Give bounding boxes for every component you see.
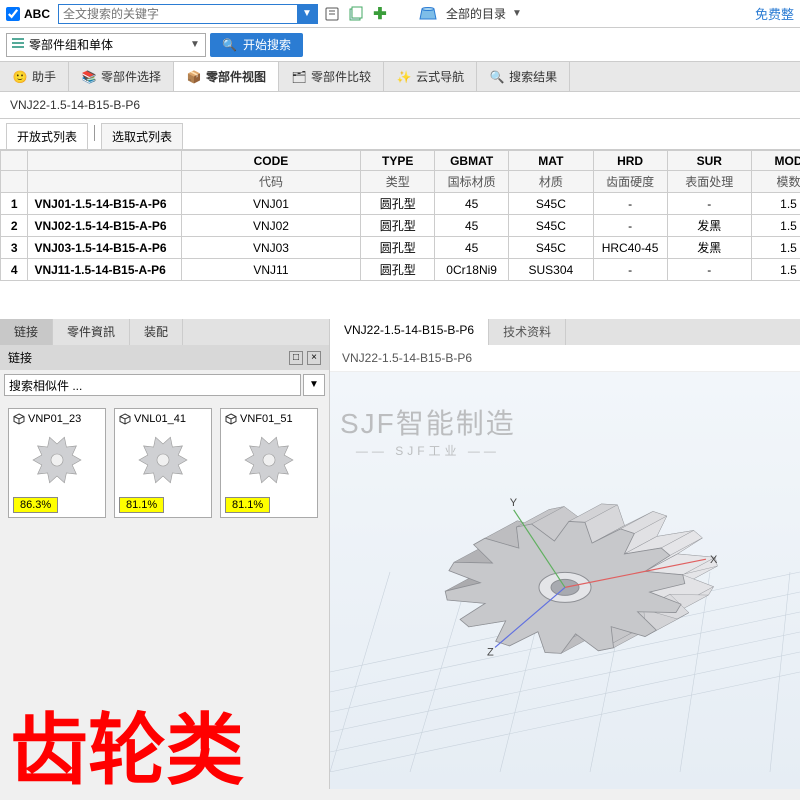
thumb-card[interactable]: VNL01_4181.1% <box>114 408 212 518</box>
start-search-label: 开始搜索 <box>243 36 291 53</box>
search-dropdown-icon[interactable]: ▼ <box>297 5 317 23</box>
table-row[interactable]: 4VNJ11-1.5-14-B15-A-P6VNJ11圆孔型0Cr18Ni9SU… <box>1 259 800 281</box>
match-pct: 81.1% <box>225 497 270 513</box>
tab-separator <box>94 125 95 141</box>
tab-techdata[interactable]: 技术资料 <box>489 319 566 345</box>
parts-grid: CODETYPEGBMATMATHRDSURMOD* NU 代码类型国标材质材质… <box>0 150 800 281</box>
tab-open-list[interactable]: 开放式列表 <box>6 123 88 149</box>
book-icon[interactable] <box>322 4 342 24</box>
scope-dropdown-icon[interactable]: ▼ <box>187 39 203 50</box>
cube-icon <box>119 413 131 425</box>
viewport-3d[interactable]: SJF智能制造 —— SJF工业 —— XYZ <box>330 372 800 789</box>
gear-3d: X Y Z <box>405 427 725 747</box>
cube-icon <box>225 413 237 425</box>
main-tab-2[interactable]: 📦零部件视图 <box>174 62 279 91</box>
tab-icon: 📦 <box>186 69 202 85</box>
catalog-dropdown-icon[interactable]: ▼ <box>512 8 522 19</box>
right-tabstrip: VNJ22-1.5-14-B15-B-P6 技术资料 <box>330 319 800 345</box>
panel-min-icon[interactable]: □ <box>289 351 303 365</box>
match-pct: 81.1% <box>119 497 164 513</box>
scope-icon <box>9 36 27 53</box>
tab-3dview[interactable]: VNJ22-1.5-14-B15-B-P6 <box>330 319 489 345</box>
table-row[interactable]: 2VNJ02-1.5-14-B15-A-P6VNJ02圆孔型45S45C-发黑1… <box>1 215 800 237</box>
catalog-icon[interactable] <box>418 4 438 24</box>
tab-link[interactable]: 链接 <box>0 319 53 345</box>
match-pct: 86.3% <box>13 497 58 513</box>
start-search-button[interactable]: 🔍 开始搜索 <box>210 33 303 57</box>
similar-dropdown-icon[interactable]: ▼ <box>303 374 325 396</box>
scope-combo[interactable]: ▼ <box>6 33 206 57</box>
link-panel-title: 链接 <box>8 349 32 366</box>
free-link[interactable]: 免费整 <box>755 4 794 23</box>
main-tab-0[interactable]: 🙂助手 <box>0 62 69 91</box>
grid-header-row2: 代码类型国标材质材质齿面硬度表面处理模数齿数 <box>1 171 800 193</box>
table-row[interactable]: 3VNJ03-1.5-14-B15-A-P6VNJ03圆孔型45S45CHRC4… <box>1 237 800 259</box>
tab-select-list[interactable]: 选取式列表 <box>101 123 183 149</box>
tab-icon: 🙂 <box>12 69 28 85</box>
tab-icon: 🔍 <box>489 69 505 85</box>
fulltext-search-input[interactable] <box>59 5 297 23</box>
right-crumb: VNJ22-1.5-14-B15-B-P6 <box>330 345 800 372</box>
toolbar-top: ABC ▼ ✚ 全部的目录 ▼ 免费整 <box>0 0 800 28</box>
breadcrumb: VNJ22-1.5-14-B15-B-P6 <box>0 92 800 119</box>
category-overlay: 齿轮类 <box>10 712 244 790</box>
parts-grid-wrap: CODETYPEGBMATMATHRDSURMOD* NU 代码类型国标材质材质… <box>0 149 800 319</box>
svg-text:Z: Z <box>487 646 494 658</box>
cube-icon <box>13 413 25 425</box>
table-row[interactable]: 1VNJ01-1.5-14-B15-A-P6VNJ01圆孔型45S45C--1.… <box>1 193 800 215</box>
fulltext-search[interactable]: ▼ <box>58 4 318 24</box>
tab-assembly[interactable]: 装配 <box>130 319 183 345</box>
tab-partinfo[interactable]: 零件資訊 <box>53 319 130 345</box>
main-tab-5[interactable]: 🔍搜索结果 <box>477 62 570 91</box>
abc-checkbox[interactable] <box>6 7 20 21</box>
svg-text:Y: Y <box>510 496 518 508</box>
books-icon[interactable] <box>346 4 366 24</box>
thumb-card[interactable]: VNP01_2386.3% <box>8 408 106 518</box>
abc-label: ABC <box>24 7 50 21</box>
left-tabstrip: 链接 零件資訊 装配 <box>0 319 329 345</box>
tab-icon: 📚 <box>81 69 97 85</box>
thumb-card[interactable]: VNF01_5181.1% <box>220 408 318 518</box>
tab-icon: 🗂 <box>291 69 307 85</box>
right-pane: VNJ22-1.5-14-B15-B-P6 技术资料 VNJ22-1.5-14-… <box>330 319 800 789</box>
similar-thumbs: VNP01_2386.3%VNL01_4181.1%VNF01_5181.1% <box>0 400 329 526</box>
main-tabstrip: 🙂助手📚零部件选择📦零部件视图🗂零部件比较✨云式导航🔍搜索结果 <box>0 62 800 92</box>
main-tab-4[interactable]: ✨云式导航 <box>384 62 477 91</box>
main-tab-1[interactable]: 📚零部件选择 <box>69 62 174 91</box>
link-panel-header: 链接 □ × <box>0 345 329 370</box>
similar-search-input[interactable] <box>4 374 301 396</box>
svg-text:X: X <box>710 554 718 566</box>
add-icon[interactable]: ✚ <box>370 4 390 24</box>
panel-close-icon[interactable]: × <box>307 351 321 365</box>
similar-search-row: ▼ <box>0 370 329 400</box>
main-tab-3[interactable]: 🗂零部件比较 <box>279 62 384 91</box>
magnifier-icon: 🔍 <box>222 38 237 52</box>
toolbar-second: ▼ 🔍 开始搜索 <box>0 28 800 62</box>
list-tabstrip: 开放式列表 选取式列表 <box>0 119 800 149</box>
tab-icon: ✨ <box>396 69 412 85</box>
grid-header-row1: CODETYPEGBMATMATHRDSURMOD* NU <box>1 151 800 171</box>
catalog-label: 全部的目录 <box>446 5 506 22</box>
scope-input[interactable] <box>27 38 187 52</box>
